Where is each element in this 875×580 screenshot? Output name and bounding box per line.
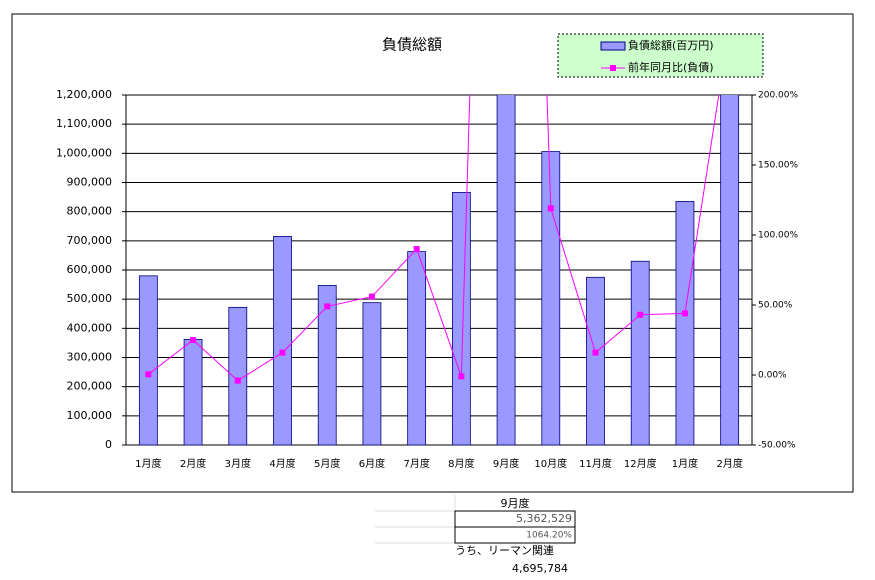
x-tick-label: 12月度 [624,457,657,470]
legend-label: 前年同月比(負債) [628,60,714,74]
x-tick-label: 3月度 [225,457,251,470]
y-tick-label: 800,000 [67,205,113,218]
bar [228,306,248,446]
bar [362,302,382,446]
line-marker [368,293,375,300]
y-tick-label: 1,200,000 [56,88,112,101]
line-marker [547,205,554,212]
y2-tick-label: -50.00% [758,441,796,451]
y2-tick-label: 0.00% [758,371,787,381]
line-marker [681,310,688,317]
legend-label: 負債総額(百万円) [628,38,714,52]
x-tick-label: 2月度 [716,457,742,470]
x-tick-label: 10月度 [534,457,567,470]
cells: 9月度 5,362,529 1064.20% うち、リーマン関連 4,695,7… [375,495,576,575]
chart-title: 負債総額 [382,36,442,54]
y2-tick-label: 200.00% [758,91,798,101]
x-tick-label: 8月度 [448,457,474,470]
bar [183,339,203,446]
x-tick-label: 2月度 [180,457,206,470]
y-tick-label: 900,000 [67,176,113,189]
x-tick-label: 6月度 [359,457,385,470]
line-marker [190,337,197,343]
bar [586,276,605,446]
plot [138,95,740,446]
legend [557,33,764,78]
y-tick-label: 600,000 [67,263,113,276]
x-tick-label: 5月度 [314,457,340,470]
bar [541,151,561,446]
x-tick-label: 4月度 [269,457,295,470]
line-marker [145,371,152,378]
bar [273,236,292,446]
cell-lehman: 4,695,784 [512,562,568,575]
y-tick-label: 1,000,000 [56,146,112,159]
y2-tick-label: 150.00% [758,161,798,171]
y-tick-label: 400,000 [67,321,113,334]
x-tick-label: 1月度 [672,457,698,470]
line-marker [279,349,286,356]
bar [720,95,740,446]
line-marker [458,373,465,380]
y-tick-label: 700,000 [67,234,113,247]
x-tick-label: 11月度 [579,457,612,470]
bar [407,251,427,446]
line-marker [413,246,420,252]
y-tick-label: 1,100,000 [56,117,112,130]
cell-note: うち、リーマン関連 [455,543,554,557]
y-tick-label: 0 [105,438,112,451]
line-marker [637,311,644,318]
y2-tick-label: 100.00% [758,231,798,241]
legend-swatch [610,65,616,71]
bar [630,260,650,446]
y-tick-label: 100,000 [67,409,113,422]
x-tick-label: 1月度 [135,457,161,470]
line-marker [234,377,241,384]
legend-swatch [600,41,626,51]
bar [138,275,158,446]
bar [496,95,516,446]
bar [675,201,695,446]
cell-total: 5,362,529 [516,512,572,525]
cell-ratio: 1064.20% [526,531,572,541]
y-tick-label: 300,000 [67,351,113,364]
line [148,95,720,382]
bar [451,192,471,446]
x-tick-label: 9月度 [493,457,519,470]
bar [317,285,337,446]
y-tick-label: 200,000 [67,380,113,393]
x-tick-label: 7月度 [403,457,429,470]
y2-tick-label: 50.00% [758,301,793,311]
line-marker [324,303,331,310]
line-marker [592,349,599,356]
cell-header: 9月度 [501,496,530,510]
y-tick-label: 500,000 [67,292,113,305]
